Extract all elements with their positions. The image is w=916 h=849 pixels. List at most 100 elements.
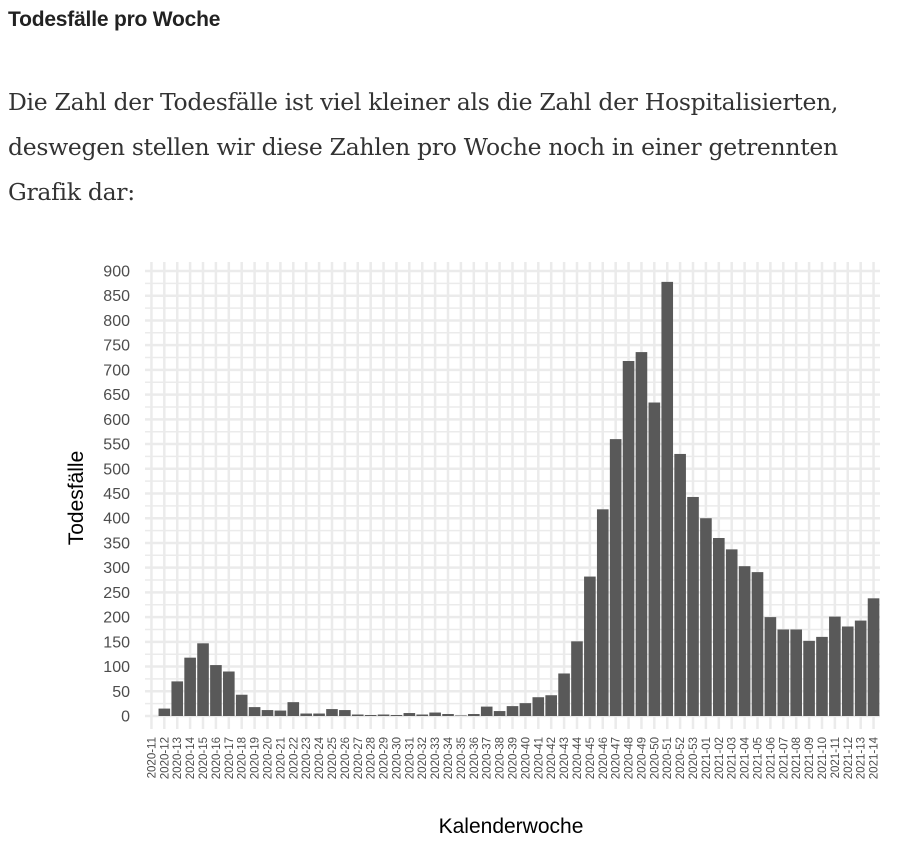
bar-2020-28 xyxy=(364,715,377,716)
x-tick-label: 2020-44 xyxy=(572,736,584,779)
bar-2020-45 xyxy=(584,576,596,716)
bar-2020-14 xyxy=(184,657,196,716)
x-tick-label: 2020-25 xyxy=(327,737,339,779)
bar-2020-26 xyxy=(339,710,351,716)
y-tick-label: 650 xyxy=(103,387,130,404)
bar-2021-04 xyxy=(738,566,751,716)
bar-2020-47 xyxy=(609,439,622,716)
bar-2020-17 xyxy=(223,671,235,716)
intro-paragraph: Die Zahl der Todesfälle ist viel kleiner… xyxy=(8,88,839,206)
bar-2021-07 xyxy=(777,629,790,716)
y-tick-label: 100 xyxy=(103,659,130,676)
y-tick-label: 200 xyxy=(103,610,130,627)
x-tick-label: 2020-50 xyxy=(649,737,661,779)
x-tick-label: 2021-11 xyxy=(830,737,842,778)
bar-2020-32 xyxy=(416,714,429,716)
x-tick-label: 2020-27 xyxy=(353,737,365,779)
x-tick-label: 2020-51 xyxy=(662,737,674,779)
bar-2020-31 xyxy=(403,713,416,716)
bar-2021-13 xyxy=(854,620,867,716)
x-tick-label: 2020-31 xyxy=(404,737,416,779)
bar-2020-36 xyxy=(468,714,480,716)
y-tick-label: 50 xyxy=(112,684,130,701)
y-tick-label: 600 xyxy=(103,412,130,429)
bar-2020-22 xyxy=(287,702,300,716)
x-axis-ticks: 2020-11 2020-12 2020-13 2020-14 2020-15 2020-… xyxy=(146,736,880,779)
x-tick-label: 2020-37 xyxy=(482,737,494,779)
bar-2020-48 xyxy=(622,360,635,716)
bar-2021-09 xyxy=(803,640,815,716)
bar-2020-18 xyxy=(235,694,248,716)
x-tick-label: 2020-18 xyxy=(237,737,249,779)
bar-2020-24 xyxy=(313,713,325,716)
y-tick-label: 0 xyxy=(121,709,130,726)
y-tick-label: 350 xyxy=(103,535,130,552)
bar-2020-30 xyxy=(390,715,403,716)
bar-2020-13 xyxy=(171,681,184,716)
x-tick-label: 2020-32 xyxy=(417,737,429,779)
x-tick-label: 2020-46 xyxy=(598,737,610,779)
x-tick-label: 2020-28 xyxy=(366,737,378,779)
x-tick-label: 2020-20 xyxy=(263,737,275,779)
x-tick-label: 2020-47 xyxy=(611,737,623,779)
bar-2021-02 xyxy=(713,538,725,716)
x-tick-label: 2021-08 xyxy=(791,737,803,779)
y-tick-label: 250 xyxy=(103,585,130,602)
x-tick-label: 2020-45 xyxy=(585,737,597,779)
y-tick-label: 550 xyxy=(103,437,130,454)
x-tick-label: 2020-26 xyxy=(340,737,352,779)
bar-2020-12 xyxy=(158,708,171,716)
x-tick-label: 2020-33 xyxy=(430,737,442,779)
y-tick-label: 500 xyxy=(103,461,130,478)
bar-2020-15 xyxy=(197,643,209,716)
x-tick-label: 2021-10 xyxy=(817,737,829,779)
x-axis-title: Kalenderwoche xyxy=(439,815,584,838)
x-tick-label: 2021-02 xyxy=(714,737,726,779)
bar-2020-16 xyxy=(210,665,222,716)
x-tick-label: 2021-05 xyxy=(753,737,765,779)
x-tick-label: 2020-16 xyxy=(211,737,223,779)
bar-2021-03 xyxy=(725,549,738,716)
section-heading: Todesfälle pro Woche xyxy=(8,8,221,31)
x-tick-label: 2021-12 xyxy=(843,737,855,779)
bar-2020-53 xyxy=(687,496,699,716)
y-axis-ticks: 0 50 100 150 200 250 300 350 400 450 500 550 600 650 7… xyxy=(103,264,130,726)
bar-2021-14 xyxy=(867,598,880,716)
x-tick-label: 2020-19 xyxy=(250,737,262,779)
x-tick-label: 2020-22 xyxy=(288,737,300,779)
bar-2021-08 xyxy=(790,629,802,716)
x-tick-label: 2020-30 xyxy=(391,737,403,779)
x-tick-label: 2020-40 xyxy=(520,737,532,779)
x-tick-label: 2021-14 xyxy=(869,736,881,779)
x-tick-label: 2021-03 xyxy=(727,737,739,779)
bar-2021-06 xyxy=(764,617,777,716)
bar-2020-34 xyxy=(442,714,454,716)
x-tick-label: 2020-11 xyxy=(146,737,158,778)
bar-2020-49 xyxy=(635,352,648,716)
bar-2021-10 xyxy=(816,636,828,716)
bar-2020-20 xyxy=(261,710,274,716)
bar-2020-19 xyxy=(248,707,261,716)
x-tick-label: 2020-38 xyxy=(495,737,507,779)
x-tick-label: 2020-14 xyxy=(185,736,197,779)
bar-2020-41 xyxy=(532,697,545,716)
x-tick-label: 2020-53 xyxy=(688,737,700,779)
y-tick-label: 800 xyxy=(103,313,130,330)
y-tick-label: 400 xyxy=(103,511,130,528)
y-tick-label: 700 xyxy=(103,362,130,379)
bar-2020-38 xyxy=(493,711,506,716)
bar-2020-46 xyxy=(596,509,609,716)
y-tick-label: 850 xyxy=(103,288,130,305)
x-tick-label: 2021-06 xyxy=(765,737,777,779)
x-tick-label: 2020-41 xyxy=(533,737,545,779)
bar-2020-37 xyxy=(480,706,493,716)
x-tick-label: 2020-29 xyxy=(379,737,391,779)
y-tick-label: 300 xyxy=(103,560,130,577)
y-tick-label: 450 xyxy=(103,486,130,503)
x-tick-label: 2020-13 xyxy=(172,737,184,779)
bar-2020-23 xyxy=(300,713,312,716)
weekly-deaths-bar-chart: 0 50 100 150 200 250 300 350 400 450 500 550 600 650 7… xyxy=(65,262,881,838)
bars xyxy=(158,281,880,716)
bar-2021-11 xyxy=(829,616,841,716)
x-tick-label: 2020-43 xyxy=(559,737,571,779)
